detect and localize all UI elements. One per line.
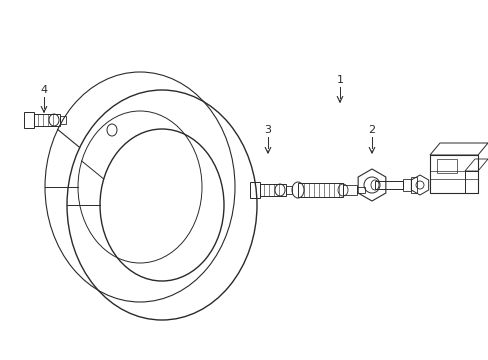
Bar [356,187,364,193]
Text: 3: 3 [264,125,271,135]
Bar [464,171,477,193]
Bar [285,186,291,194]
Bar [342,185,356,195]
Bar [260,184,285,196]
Text: 1: 1 [336,75,343,85]
Bar [402,179,410,191]
Bar [24,112,34,128]
Bar [249,182,260,198]
Bar [60,116,66,124]
Text: 2: 2 [367,125,375,135]
Text: 4: 4 [41,85,47,95]
Bar [297,183,342,197]
Bar [238,100,479,300]
Bar [410,177,416,193]
Bar [436,159,456,173]
Bar [34,114,60,126]
Bar [429,155,477,193]
Bar [374,181,402,189]
